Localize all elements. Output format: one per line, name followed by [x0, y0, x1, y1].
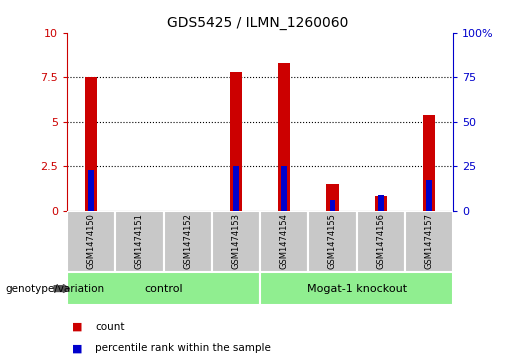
Bar: [378, 195, 384, 211]
Bar: [230, 72, 242, 211]
Bar: [115, 211, 163, 272]
Bar: [88, 170, 94, 211]
Bar: [85, 77, 97, 211]
Bar: [426, 180, 432, 211]
Text: GSM1474151: GSM1474151: [135, 213, 144, 269]
Bar: [67, 211, 115, 272]
Bar: [375, 196, 387, 211]
Bar: [233, 166, 239, 211]
Bar: [330, 200, 335, 211]
Bar: [405, 211, 453, 272]
Bar: [281, 166, 287, 211]
Text: ■: ■: [72, 322, 82, 332]
Bar: [356, 211, 405, 272]
Text: count: count: [95, 322, 125, 332]
Text: GSM1474152: GSM1474152: [183, 213, 192, 269]
Bar: [327, 184, 338, 211]
Bar: [260, 211, 308, 272]
Bar: [67, 272, 260, 305]
Bar: [423, 115, 435, 211]
Text: genotype/variation: genotype/variation: [5, 284, 104, 294]
Text: percentile rank within the sample: percentile rank within the sample: [95, 343, 271, 354]
Text: GDS5425 / ILMN_1260060: GDS5425 / ILMN_1260060: [167, 16, 348, 30]
Bar: [212, 211, 260, 272]
Text: control: control: [144, 284, 183, 294]
Bar: [163, 211, 212, 272]
Bar: [308, 211, 356, 272]
Text: GSM1474155: GSM1474155: [328, 213, 337, 269]
Text: GSM1474154: GSM1474154: [280, 213, 289, 269]
Text: GSM1474153: GSM1474153: [231, 213, 241, 269]
Text: GSM1474157: GSM1474157: [424, 213, 434, 269]
Text: GSM1474150: GSM1474150: [87, 213, 96, 269]
Text: GSM1474156: GSM1474156: [376, 213, 385, 269]
Text: Mogat-1 knockout: Mogat-1 knockout: [306, 284, 407, 294]
Text: ■: ■: [72, 343, 82, 354]
Bar: [260, 272, 453, 305]
Bar: [278, 63, 290, 211]
